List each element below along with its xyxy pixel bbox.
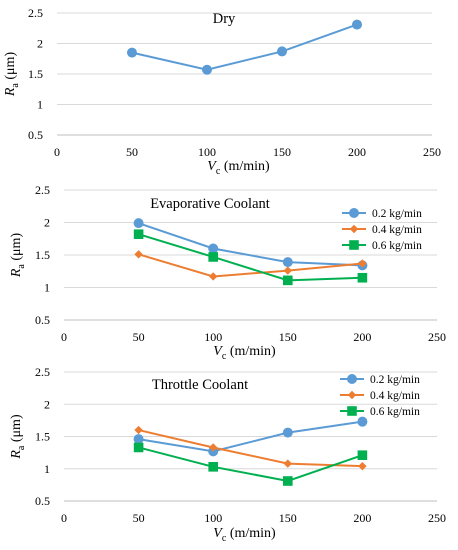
data-point xyxy=(209,443,218,452)
x-tick-label: 100 xyxy=(198,145,216,159)
data-point xyxy=(357,416,368,427)
x-tick-label: 0 xyxy=(54,145,60,159)
y-tick-label: 0.5 xyxy=(35,313,50,327)
x-tick-label: 250 xyxy=(428,330,446,344)
x-tick-label: 150 xyxy=(273,145,291,159)
legend-marker xyxy=(349,240,359,250)
data-point xyxy=(202,64,212,75)
legend: 0.2 kg/min 0.4 kg/min 0.6 kg/min xyxy=(340,374,420,418)
y-tick-label: 2.5 xyxy=(35,183,50,197)
y-tick-label: 0.5 xyxy=(35,494,50,508)
legend-label: 0.2 kg/min xyxy=(372,208,422,220)
x-tick-label: 100 xyxy=(204,330,222,344)
x-tick-label: 100 xyxy=(204,511,222,525)
y-tick-label: 2 xyxy=(37,37,43,51)
chart-title: Dry xyxy=(213,11,236,27)
data-point xyxy=(358,461,367,471)
data-point xyxy=(133,218,144,229)
legend-marker xyxy=(347,390,357,400)
x-axis-label: Vc (m/min) xyxy=(207,159,270,177)
y-tick-label: 1.5 xyxy=(28,67,43,81)
x-tick-label: 200 xyxy=(353,330,371,344)
legend-marker xyxy=(349,208,359,218)
data-point xyxy=(133,434,144,445)
legend-marker xyxy=(347,374,357,384)
data-point xyxy=(134,425,143,435)
x-tick-label: 0 xyxy=(61,511,67,525)
series-3 xyxy=(133,229,368,286)
y-axis-label: Ra (μm) xyxy=(9,233,27,279)
x-tick-label: 250 xyxy=(428,511,446,525)
y-tick-label: 2 xyxy=(44,397,50,411)
legend-label: 0.6 kg/min xyxy=(370,406,420,418)
series-line xyxy=(138,253,363,278)
legend-marker xyxy=(349,224,359,234)
legend-marker xyxy=(347,406,357,416)
data-point xyxy=(282,257,293,268)
series-2 xyxy=(134,250,367,281)
data-point xyxy=(352,19,362,30)
data-point xyxy=(283,459,292,468)
y-axis-label: Ra (μm) xyxy=(3,52,21,98)
chart-panel-2: 0.5 1 1.5 2 2.5 0 50 100 150 200 250 Evaporative Co… xyxy=(9,183,446,362)
series-line xyxy=(138,222,363,267)
x-tick-label: 150 xyxy=(279,330,297,344)
series-line xyxy=(138,429,363,468)
y-tick-label: 1.5 xyxy=(35,248,50,262)
legend: 0.2 kg/min 0.4 kg/min 0.6 kg/min xyxy=(342,208,422,252)
data-point xyxy=(127,47,137,58)
series-line xyxy=(138,233,363,282)
series-3 xyxy=(133,442,368,486)
series-line xyxy=(138,446,363,483)
data-point xyxy=(282,427,293,438)
data-point xyxy=(208,252,218,262)
data-point xyxy=(283,266,292,275)
data-point xyxy=(277,46,287,57)
data-point xyxy=(208,243,219,254)
y-tick-label: 1 xyxy=(44,462,50,476)
series-1 xyxy=(127,19,362,75)
legend-label: 0.6 kg/min xyxy=(372,240,422,252)
y-tick-label: 2.5 xyxy=(35,365,50,379)
y-axis-label: Ra (μm) xyxy=(9,414,27,460)
legend-label: 0.4 kg/min xyxy=(370,390,420,402)
x-tick-label: 50 xyxy=(126,145,138,159)
x-tick-label: 50 xyxy=(133,511,145,525)
data-point xyxy=(357,272,368,283)
y-tick-label: 1 xyxy=(37,98,43,112)
chart-panel-1: 0.5 1 1.5 2 2.5 0 50 100 150 200 250 Dry Vc (m/min) R… xyxy=(3,6,441,177)
legend-label: 0.2 kg/min xyxy=(370,374,420,386)
x-tick-label: 200 xyxy=(353,511,371,525)
chart-title: Throttle Coolant xyxy=(152,377,248,393)
x-tick-label: 200 xyxy=(348,145,366,159)
x-tick-label: 250 xyxy=(423,145,441,159)
y-tick-label: 1.5 xyxy=(35,430,50,444)
x-axis-label: Vc (m/min) xyxy=(213,526,276,544)
y-tick-label: 2 xyxy=(44,216,50,230)
series-line xyxy=(138,420,363,453)
series-2 xyxy=(134,425,367,471)
data-point xyxy=(133,442,144,453)
y-tick-label: 1 xyxy=(44,281,50,295)
data-point xyxy=(283,275,293,286)
y-tick-label: 2.5 xyxy=(28,6,43,20)
x-tick-label: 50 xyxy=(133,330,145,344)
data-point xyxy=(283,476,293,486)
x-tick-label: 0 xyxy=(61,330,67,344)
data-point xyxy=(134,250,143,259)
legend-label: 0.4 kg/min xyxy=(372,224,422,236)
chart-panel-3: 0.5 1 1.5 2 2.5 0 50 100 150 200 250 Throttle Coola… xyxy=(9,365,446,544)
data-point xyxy=(358,259,367,268)
data-point xyxy=(208,462,218,472)
x-axis-label: Vc (m/min) xyxy=(213,344,276,362)
data-point xyxy=(133,229,144,239)
series-line xyxy=(131,23,358,71)
x-tick-label: 150 xyxy=(279,511,297,525)
y-tick-label: 0.5 xyxy=(28,128,43,142)
data-point xyxy=(209,272,218,281)
chart-title: Evaporative Coolant xyxy=(150,196,270,212)
data-point xyxy=(357,450,368,461)
